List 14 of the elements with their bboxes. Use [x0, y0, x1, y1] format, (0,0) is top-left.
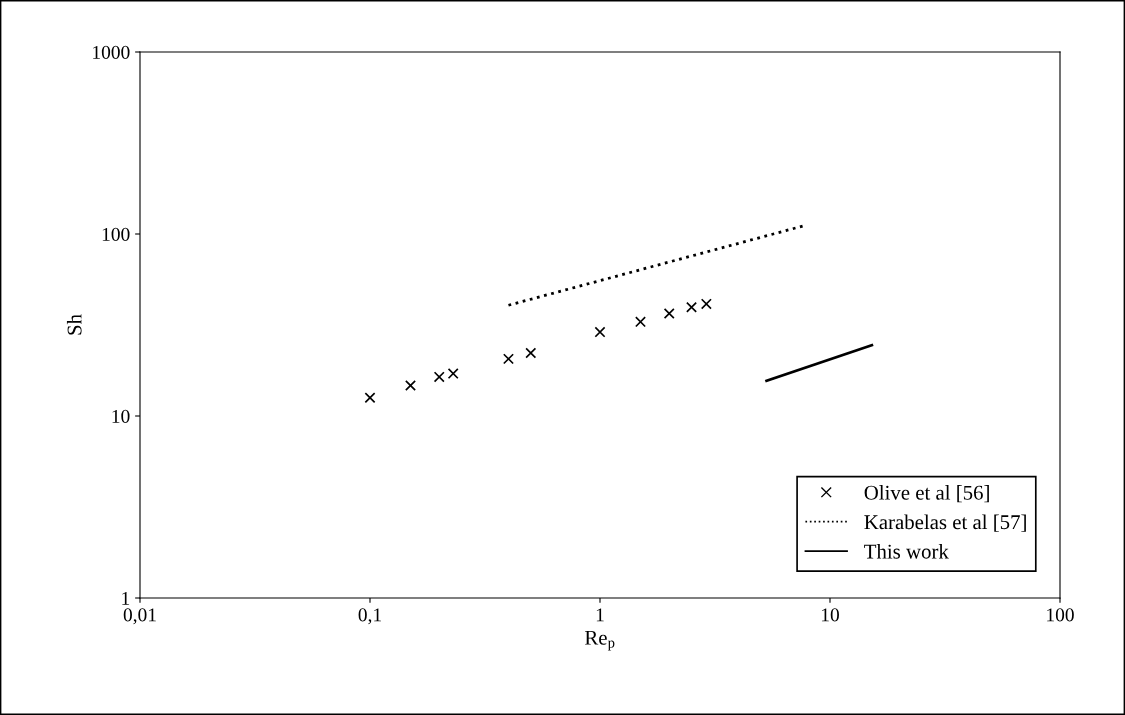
- y-tick-label: 1000: [93, 45, 130, 59]
- x-tick-label: 10: [821, 608, 839, 622]
- legend-label: This work: [864, 543, 949, 559]
- legend-label: Olive et al [56]: [864, 485, 989, 503]
- x-tick-label: 1: [596, 608, 604, 622]
- y-tick-label: 100: [102, 227, 130, 241]
- y-tick-label: 10: [112, 409, 130, 423]
- x-axis-title: Re$_{p}$: [584, 630, 615, 651]
- y-axis-title: Sh: [66, 314, 82, 335]
- x-tick-label: 0,01: [123, 608, 156, 625]
- y-tick-label: 1: [122, 591, 130, 605]
- x-tick-label: 0,1: [358, 608, 381, 625]
- legend-label: Karabelas et al [57]: [864, 514, 1026, 532]
- x-tick-label: 100: [1047, 608, 1074, 622]
